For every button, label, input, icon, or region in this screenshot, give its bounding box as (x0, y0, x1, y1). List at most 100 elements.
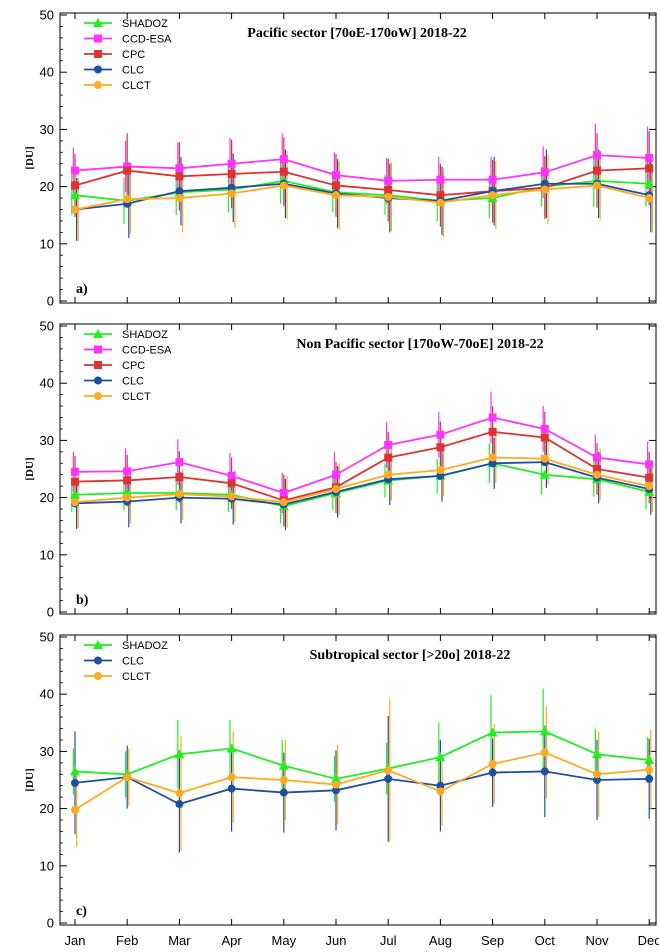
panel-label: b) (76, 593, 89, 608)
legend-marker (93, 640, 103, 649)
x-tick-label: Oct (535, 933, 556, 948)
data-point-cpc (227, 479, 236, 488)
chart-title: Pacific sector [70oE-170oW] 2018-22 (247, 26, 466, 41)
legend-marker (94, 361, 102, 369)
data-point-shadoz (70, 489, 80, 499)
data-point-ccd-esa (71, 467, 79, 476)
legend-marker (94, 656, 102, 665)
data-point-clct (540, 748, 549, 757)
y-tick-label: 40 (40, 687, 54, 702)
data-point-clct (71, 498, 79, 507)
legend-entry: SHADOZ (122, 18, 168, 30)
data-point-cpc (593, 166, 601, 175)
data-point-ccd-esa (540, 424, 549, 433)
data-point-cpc (123, 476, 132, 485)
data-point-ccd-esa (488, 413, 497, 422)
series-line-cpc (74, 430, 650, 502)
data-point-clc (279, 788, 288, 797)
series-line-clct (74, 751, 650, 811)
y-tick-label: 0 (47, 294, 54, 309)
x-tick-label: Mar (168, 933, 191, 948)
x-tick-label: Jun (326, 933, 347, 948)
x-tick-label: Feb (116, 933, 138, 948)
data-point-clct (332, 780, 340, 789)
data-point-cpc (279, 167, 288, 176)
data-point-clct (436, 466, 445, 475)
x-tick-label: Aug (429, 933, 452, 948)
data-point-shadoz (435, 752, 446, 762)
chart-title: Subtropical sector [>20o] 2018-22 (310, 648, 511, 663)
data-point-cpc (384, 186, 393, 195)
data-point-cpc (593, 465, 601, 473)
legend-entry: SHADOZ (122, 640, 168, 652)
legend-marker (94, 345, 102, 354)
data-point-clct (593, 770, 601, 779)
data-point-cpc (540, 433, 549, 442)
legend-entry: CPC (122, 49, 145, 61)
data-point-clct (332, 191, 340, 200)
data-point-ccd-esa (332, 470, 340, 479)
data-point-clc (332, 786, 340, 795)
y-tick-label: 50 (40, 319, 54, 334)
legend-marker (94, 81, 102, 89)
legend-entry: CPC (122, 360, 145, 372)
legend-entry: CLC (122, 376, 144, 388)
data-point-clct (436, 787, 445, 796)
series-line-clc (74, 770, 650, 805)
data-point-clc (645, 774, 654, 783)
data-point-ccd-esa (593, 151, 601, 160)
data-point-clc (488, 768, 497, 777)
data-point-clct (279, 776, 288, 784)
data-point-clct (279, 181, 288, 190)
data-point-clct (175, 194, 184, 203)
data-point-cpc (71, 477, 79, 486)
y-tick-label: 10 (40, 858, 54, 873)
legend-marker (93, 18, 103, 27)
data-point-ccd-esa (227, 471, 236, 480)
series-line-clct (74, 184, 650, 211)
data-point-clct (645, 194, 654, 203)
y-tick-label: 30 (40, 433, 54, 448)
data-point-clct (645, 482, 654, 491)
data-point-clct (71, 805, 79, 814)
data-point-clc (436, 471, 445, 480)
plot-frame (59, 634, 657, 926)
data-point-cpc (227, 170, 236, 179)
data-point-shadoz (592, 749, 602, 759)
series-line-clct (74, 456, 650, 504)
data-point-shadoz (539, 726, 550, 736)
data-point-cpc (645, 164, 654, 173)
legend-marker (94, 65, 102, 74)
data-point-clc (175, 800, 184, 809)
data-point-ccd-esa (384, 176, 393, 185)
data-point-cpc (175, 473, 184, 482)
data-point-ccd-esa (593, 453, 601, 462)
data-point-clct (645, 765, 654, 774)
data-point-cpc (645, 473, 654, 482)
data-point-clct (593, 181, 601, 190)
data-point-cpc (332, 181, 340, 190)
data-point-shadoz (226, 743, 237, 753)
data-point-clct (593, 470, 601, 479)
data-point-clct (488, 759, 497, 768)
legend-entry: CCD-ESA (122, 345, 172, 357)
x-tick-label: Jul (380, 933, 397, 948)
panel-1: 0 10 20 30 40 50 [DU] SHADOZ CCD-ESA CPC CLC CLCT Pa… (24, 8, 657, 309)
y-axis-label: [DU] (24, 146, 36, 169)
series-line-shadoz (74, 462, 650, 508)
x-tick-label: Sep (481, 933, 504, 948)
y-tick-label: 30 (40, 744, 54, 759)
data-point-ccd-esa (175, 164, 184, 173)
data-point-clct (123, 195, 132, 204)
data-point-shadoz (539, 469, 550, 479)
data-point-clc (593, 776, 601, 784)
panel-2: 0 10 20 30 40 50 [DU] SHADOZ CCD-ESA CPC CLC CLCT No… (24, 319, 657, 620)
data-point-ccd-esa (645, 154, 654, 162)
data-point-clct (123, 493, 132, 502)
chart-title: Non Pacific sector [170oW-70oE] 2018-22 (296, 337, 543, 352)
data-point-clct (332, 485, 340, 494)
data-point-clct (540, 454, 549, 463)
data-point-clct (227, 492, 236, 501)
data-point-ccd-esa (279, 155, 288, 164)
